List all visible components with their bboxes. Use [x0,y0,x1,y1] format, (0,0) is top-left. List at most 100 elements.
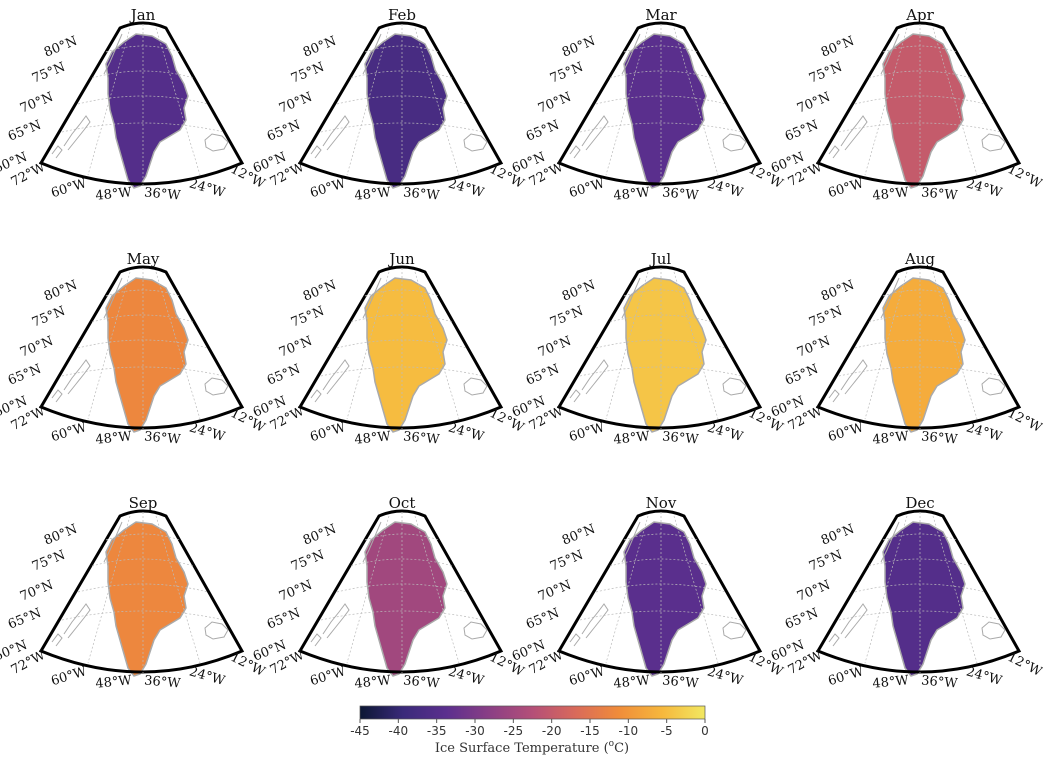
latitude-label: 75°N [289,304,327,331]
latitude-label: 70°N [795,578,833,605]
greenland-ice-sheet [882,277,966,433]
colorbar-tick-label: -45 [350,724,370,738]
latitude-label: 75°N [807,60,845,87]
latitude-label: 65°N [6,362,44,389]
panel-title: Aug [904,250,935,268]
panel-title: Apr [905,6,934,24]
longitude-label: 60°W [567,176,607,201]
latitude-label: 80°N [560,278,598,305]
colorbar-tick-label: -5 [661,724,673,738]
longitude-label: 36°W [662,185,700,203]
longitude-label: 24°W [705,664,745,689]
latitude-label: 80°N [42,278,80,305]
panel-title: Jul [649,250,672,268]
longitude-label: 60°W [826,176,866,201]
longitude-label: 48°W [95,185,133,204]
latitude-label: 70°N [795,334,833,361]
latitude-label: 70°N [18,578,56,605]
longitude-label: 60°W [826,420,866,445]
longitude-label: 24°W [187,176,227,201]
greenland-ice-sheet [364,521,448,677]
panel-title: Jun [387,250,415,268]
latitude-label: 80°N [301,278,339,305]
longitude-label: 36°W [403,673,441,691]
greenland-ice-sheet [623,277,707,433]
longitude-label: 24°W [446,664,486,689]
latitude-label: 65°N [524,606,562,633]
latitude-label: 70°N [536,578,574,605]
colorbar: -45 -40 -35 -30 -25 -20 -15 -10 -5 0 Ice Surface … [350,705,709,756]
longitude-label: 48°W [613,185,651,204]
longitude-label: 24°W [964,176,1004,201]
longitude-label: 36°W [662,429,700,447]
longitude-label: 36°W [403,429,441,447]
latitude-label: 75°N [548,304,586,331]
longitude-label: 24°W [187,420,227,445]
greenland-ice-sheet [882,33,966,189]
latitude-label: 70°N [536,90,574,117]
greenland-ice-sheet [364,33,448,189]
latitude-label: 80°N [301,34,339,61]
latitude-label: 80°N [819,34,857,61]
latitude-label: 70°N [795,90,833,117]
longitude-label: 48°W [613,429,651,448]
panel-title: Nov [646,494,677,512]
longitude-label: 48°W [872,673,910,692]
longitude-label: 48°W [354,673,392,692]
longitude-label: 36°W [144,185,182,203]
longitude-label: 24°W [705,176,745,201]
latitude-label: 75°N [548,548,586,575]
longitude-label: 60°W [49,420,89,445]
colorbar-tick-label: -30 [465,724,485,738]
longitude-label: 24°W [446,420,486,445]
panel-title: May [127,250,160,268]
longitude-label: 60°W [49,664,89,689]
latitude-label: 65°N [524,118,562,145]
latitude-label: 70°N [18,90,56,117]
latitude-label: 65°N [265,606,303,633]
latitude-label: 65°N [6,606,44,633]
latitude-label: 65°N [265,362,303,389]
longitude-label: 36°W [662,673,700,691]
latitude-label: 70°N [277,334,315,361]
colorbar-gradient [359,705,706,720]
panel-title: Mar [645,6,677,24]
latitude-label: 80°N [560,522,598,549]
longitude-label: 24°W [964,664,1004,689]
longitude-label: 48°W [95,673,133,692]
greenland-ice-sheet [623,521,707,677]
greenland-ice-sheet [364,277,448,433]
colorbar-label: Ice Surface Temperature (oC) [435,739,629,756]
greenland-ice-sheet [882,521,966,677]
latitude-label: 70°N [18,334,56,361]
longitude-label: 36°W [921,185,959,203]
latitude-label: 80°N [819,522,857,549]
longitude-label: 48°W [95,429,133,448]
latitude-label: 65°N [524,362,562,389]
colorbar-tick-label: -20 [542,724,562,738]
latitude-label: 65°N [6,118,44,145]
greenland-ice-sheet [105,521,189,677]
panel-title: Dec [905,494,934,512]
longitude-label: 24°W [187,664,227,689]
longitude-label: 24°W [705,420,745,445]
longitude-label: 60°W [826,664,866,689]
latitude-label: 65°N [783,606,821,633]
panel-title: Feb [388,6,416,24]
latitude-label: 70°N [536,334,574,361]
longitude-label: 48°W [354,185,392,204]
latitude-label: 75°N [289,60,327,87]
colorbar-tick-label: -15 [580,724,600,738]
latitude-label: 80°N [42,34,80,61]
latitude-label: 75°N [30,304,68,331]
latitude-label: 75°N [807,548,845,575]
greenland-ice-sheet [623,33,707,189]
colorbar-tick-label: 0 [701,724,709,738]
latitude-label: 75°N [289,548,327,575]
colorbar-tick-label: -40 [389,724,409,738]
